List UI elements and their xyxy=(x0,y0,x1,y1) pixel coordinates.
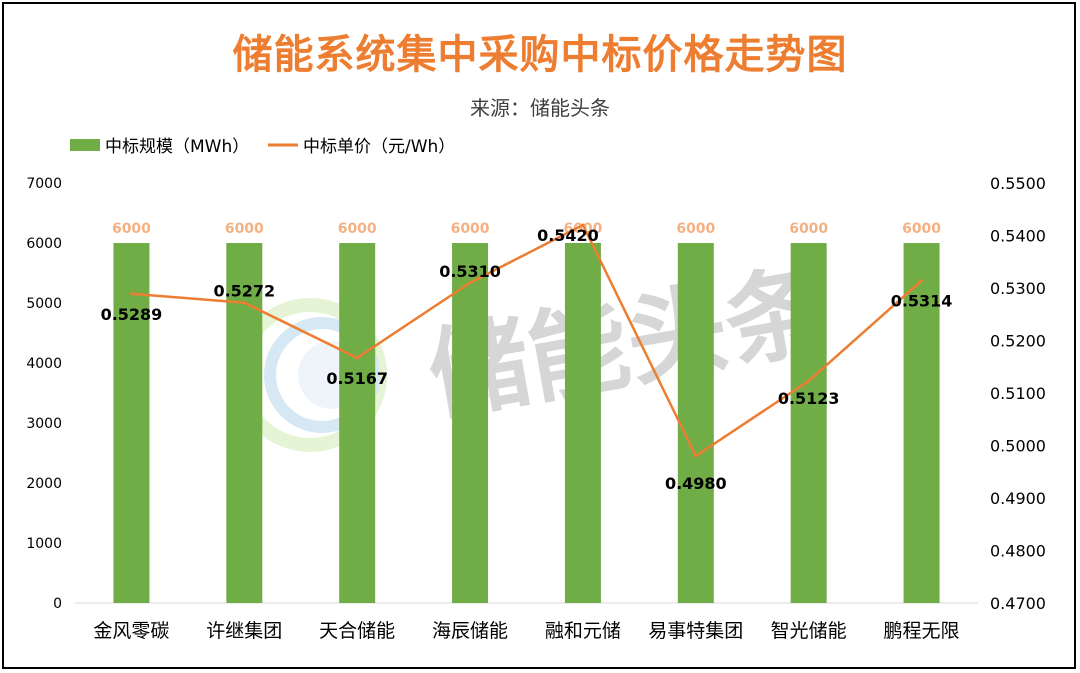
legend-line-label: 中标单价（元/Wh） xyxy=(303,137,455,157)
right-tick-label: 0.5300 xyxy=(990,279,1046,298)
bar xyxy=(903,243,940,603)
line-point xyxy=(581,223,585,227)
line-point xyxy=(807,379,811,383)
bar-value-label: 6000 xyxy=(789,221,828,237)
line-value-label: 0.5123 xyxy=(778,389,840,408)
bar-value-label: 6000 xyxy=(112,221,151,237)
left-tick-label: 3000 xyxy=(26,416,62,432)
category-labels: 金风零碳 许继集团 天合储能 海辰储能 融和元储 易事特集团 智光储能 鹏程无限 xyxy=(93,620,959,642)
category-label: 天合储能 xyxy=(319,620,395,642)
legend-bar-label: 中标规模（MWh） xyxy=(105,137,249,157)
line-value-label: 0.5272 xyxy=(213,282,275,301)
right-tick-label: 0.4800 xyxy=(990,542,1046,561)
category-label: 鹏程无限 xyxy=(884,620,960,642)
line-value-label: 0.5167 xyxy=(326,369,388,388)
left-tick-label: 7000 xyxy=(26,176,62,192)
price-line xyxy=(131,223,923,458)
line-value-label: 0.4980 xyxy=(665,474,727,493)
category-label: 海辰储能 xyxy=(432,620,508,642)
line-point xyxy=(242,301,246,305)
bar-value-label: 6000 xyxy=(338,221,377,237)
line-point xyxy=(694,454,698,458)
left-axis: 0 1000 2000 3000 4000 5000 6000 7000 xyxy=(26,176,62,612)
bar-value-label: 6000 xyxy=(225,221,264,237)
right-tick-label: 0.5200 xyxy=(990,332,1046,351)
line-point xyxy=(129,292,133,296)
bar xyxy=(113,243,150,603)
bar-value-label: 6000 xyxy=(451,221,490,237)
bar-labels: 6000 6000 6000 6000 6000 6000 6000 6000 xyxy=(112,221,941,237)
line-value-label: 0.5289 xyxy=(101,305,163,324)
right-tick-label: 0.5000 xyxy=(990,437,1046,456)
line-series xyxy=(129,223,924,458)
bar-value-label: 6000 xyxy=(902,221,941,237)
line-point xyxy=(355,356,359,360)
category-label: 融和元储 xyxy=(545,620,621,642)
right-tick-label: 0.5500 xyxy=(990,174,1046,193)
line-value-label: 0.5420 xyxy=(537,226,599,245)
line-point xyxy=(468,281,472,285)
right-tick-label: 0.5100 xyxy=(990,384,1046,403)
line-value-label: 0.5314 xyxy=(891,292,953,311)
right-tick-label: 0.4700 xyxy=(990,594,1046,613)
category-label: 易事特集团 xyxy=(648,620,743,642)
legend: 中标规模（MWh） 中标单价（元/Wh） xyxy=(70,137,455,157)
category-label: 智光储能 xyxy=(771,620,847,642)
chart-subtitle: 来源：储能头条 xyxy=(470,96,610,120)
category-label: 金风零碳 xyxy=(93,620,169,642)
bar-value-label: 6000 xyxy=(563,221,602,237)
left-tick-label: 5000 xyxy=(26,296,62,312)
bar xyxy=(339,243,376,603)
bar-value-label: 6000 xyxy=(676,221,715,237)
chart-title: 储能系统集中采购中标价格走势图 xyxy=(232,32,848,78)
legend-bar-swatch xyxy=(70,139,100,151)
left-tick-label: 6000 xyxy=(26,236,62,252)
line-labels: 0.5289 0.5272 0.5167 0.5310 0.5420 0.4980 0.51… xyxy=(101,226,953,493)
right-axis: 0.4700 0.4800 0.4900 0.5000 0.5100 0.5200 0.53… xyxy=(990,174,1046,613)
bar xyxy=(452,243,489,603)
bar xyxy=(564,243,601,603)
line-point xyxy=(920,279,924,283)
bar xyxy=(790,243,827,603)
right-tick-label: 0.4900 xyxy=(990,489,1046,508)
left-tick-label: 1000 xyxy=(26,536,62,552)
left-tick-label: 0 xyxy=(53,596,62,612)
left-tick-label: 2000 xyxy=(26,476,62,492)
line-value-label: 0.5310 xyxy=(439,262,501,281)
category-label: 许继集团 xyxy=(206,620,282,642)
right-tick-label: 0.5400 xyxy=(990,227,1046,246)
bar xyxy=(677,243,714,603)
left-tick-label: 4000 xyxy=(26,356,62,372)
